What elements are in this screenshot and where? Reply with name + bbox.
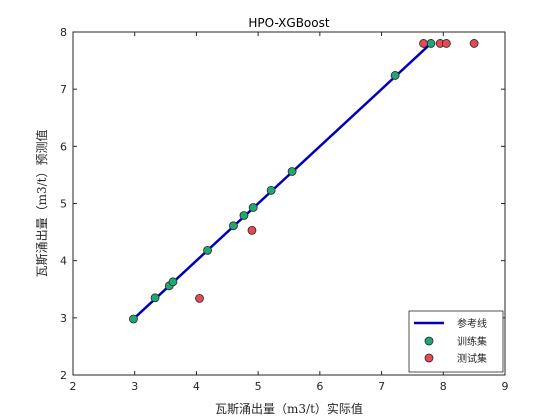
y-tick-label: 3 — [60, 312, 67, 325]
train-point — [229, 221, 238, 231]
y-tick-label: 5 — [60, 198, 67, 211]
train-point — [168, 277, 178, 287]
train-point — [129, 314, 138, 324]
test-point — [195, 293, 204, 303]
chart-title: HPO-XGBoost — [248, 16, 329, 30]
test-point — [247, 225, 257, 235]
reference-line-layer — [132, 42, 432, 320]
y-axis: 2 3 4 5 6 7 8 — [60, 26, 505, 382]
x-tick-label: 9 — [502, 380, 509, 393]
x-tick-label: 3 — [131, 380, 138, 393]
y-axis-title: 瓦斯涌出量（m3/t）预测值 — [34, 130, 49, 278]
test-point — [441, 39, 451, 48]
test-point — [419, 39, 428, 48]
train-point — [287, 167, 297, 176]
legend-marker-train — [424, 336, 434, 346]
y-tick-label: 7 — [60, 83, 67, 96]
y-tick-label: 6 — [60, 140, 67, 153]
train-point — [248, 203, 258, 212]
legend-label-train: 训练集 — [457, 335, 487, 348]
legend-box — [408, 310, 504, 373]
x-tick-label: 4 — [193, 380, 200, 393]
x-axis-title: 瓦斯涌出量（m3/t）实际值 — [215, 401, 363, 416]
y-tick-label: 8 — [60, 26, 67, 39]
y-tick-label: 4 — [60, 255, 67, 268]
x-axis: 2 3 4 5 6 7 8 9 — [70, 32, 509, 393]
x-tick-label: 7 — [378, 380, 385, 393]
legend: 参考线 训练集 测试集 — [408, 310, 504, 373]
train-point — [390, 71, 400, 80]
x-tick-label: 5 — [255, 380, 262, 393]
x-tick-label: 8 — [440, 380, 447, 393]
test-point — [469, 39, 479, 48]
train-point — [266, 185, 276, 195]
train-point — [150, 293, 160, 303]
train-point — [239, 211, 249, 220]
legend-marker-test — [424, 353, 434, 363]
points-layer — [129, 39, 479, 324]
legend-label-reference: 参考线 — [457, 317, 487, 330]
y-tick-label: 2 — [60, 369, 67, 382]
x-tick-label: 2 — [70, 380, 77, 393]
train-point — [203, 245, 212, 255]
train-point — [426, 39, 436, 48]
x-tick-label: 6 — [316, 380, 323, 393]
legend-label-test: 测试集 — [457, 352, 487, 365]
reference-line — [132, 42, 432, 320]
